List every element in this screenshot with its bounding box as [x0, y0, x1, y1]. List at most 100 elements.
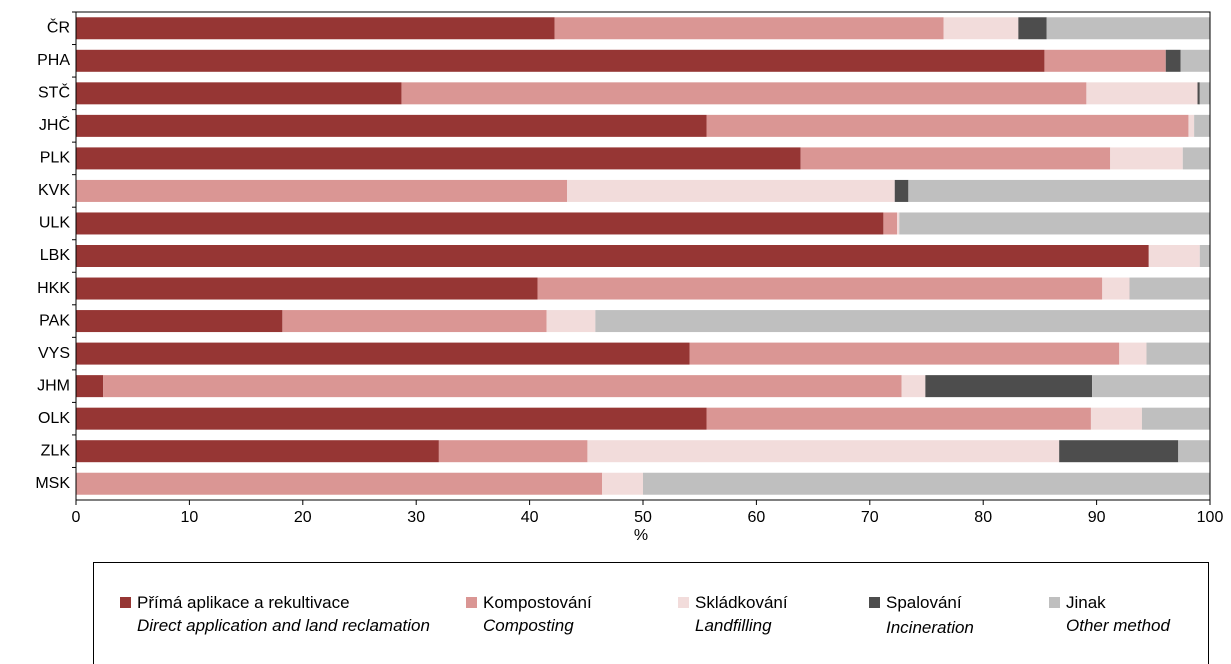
- bar-segment: [1148, 245, 1200, 267]
- legend-swatch: [678, 597, 689, 608]
- y-tick-label: ULK: [39, 215, 70, 232]
- bar-segment: [282, 310, 547, 333]
- x-tick-label: 20: [294, 509, 312, 526]
- y-tick-label: LBK: [40, 247, 71, 264]
- bar-segment: [925, 375, 1093, 398]
- legend-item: Skládkování Landfilling: [678, 591, 875, 637]
- bar-segment: [1197, 82, 1200, 105]
- y-tick-label: PLK: [40, 150, 71, 167]
- bar-segment: [76, 277, 538, 300]
- bar-segment: [689, 342, 1120, 365]
- y-tick-label: ČR: [47, 17, 70, 36]
- bar-segment: [1182, 147, 1210, 170]
- legend-item: Kompostování Composting: [466, 591, 673, 637]
- x-tick-label: 80: [974, 509, 992, 526]
- bar-segment: [76, 342, 690, 365]
- bar-segment: [706, 114, 1189, 137]
- bar-segment: [103, 375, 902, 398]
- bar-segment: [706, 407, 1091, 430]
- bar-segment: [1090, 407, 1142, 430]
- bar-segment: [537, 277, 1103, 300]
- legend-item: Přímá aplikace a rekultivace Direct appli…: [120, 591, 437, 637]
- bar-segment: [1188, 114, 1195, 137]
- bar-segment: [76, 49, 1045, 72]
- bar-segment: [1086, 82, 1198, 105]
- legend-swatch: [120, 597, 131, 608]
- bar-segment: [1180, 49, 1210, 72]
- bar-segment: [1146, 342, 1210, 365]
- bar-segment: [587, 440, 1060, 463]
- legend: Přímá aplikace a rekultivace Direct appli…: [93, 562, 1209, 664]
- x-tick-label: 70: [861, 509, 879, 526]
- bar-segment: [883, 212, 898, 235]
- bar-segment: [76, 375, 104, 398]
- bar-segment: [908, 179, 1210, 202]
- legend-item: Spalování Incineration: [869, 591, 1056, 639]
- legend-swatch: [1049, 597, 1060, 608]
- bar-segment: [894, 179, 909, 202]
- bar-segment: [1165, 49, 1181, 72]
- bar-segment: [943, 17, 1019, 40]
- bar-segment: [1092, 375, 1210, 398]
- bar-segment: [595, 310, 1210, 333]
- bar-segment: [76, 179, 568, 202]
- bar-segment: [1141, 407, 1210, 430]
- legend-label-en: Direct application and land reclamation: [137, 616, 430, 635]
- x-tick-label: 30: [407, 509, 425, 526]
- bar-segment: [602, 472, 643, 495]
- y-tick-label: OLK: [38, 410, 70, 427]
- y-tick-label: KVK: [38, 182, 70, 199]
- bar-segment: [76, 82, 402, 105]
- y-tick-label: JHM: [37, 377, 70, 394]
- bar-segment: [1129, 277, 1210, 300]
- bar-segment: [567, 179, 895, 202]
- legend-label: Spalování: [886, 593, 962, 612]
- x-tick-label: 90: [1088, 509, 1106, 526]
- bar-segment: [76, 212, 884, 235]
- bar-segment: [76, 114, 707, 137]
- chart: ČR PHA STČ JHČ PLK KVK ULK LBK HKK PAK VYS JHM OLK ZL…: [35, 11, 1224, 544]
- bar-segment: [1059, 440, 1179, 463]
- legend-label: Skládkování: [695, 593, 788, 612]
- bar-segment: [401, 82, 1087, 105]
- bar-segment: [76, 17, 555, 40]
- bar-segment: [643, 472, 1210, 495]
- bar-segment: [76, 472, 603, 495]
- y-tick-label: MSK: [35, 475, 70, 492]
- y-tick-label: PAK: [39, 312, 70, 329]
- bar-segment: [1119, 342, 1147, 365]
- legend-label: Přímá aplikace a rekultivace: [137, 593, 350, 612]
- legend-label-en: Other method: [1066, 616, 1170, 635]
- y-tick-label: STČ: [38, 83, 70, 102]
- bar-segment: [554, 17, 944, 40]
- bar-segment: [1178, 440, 1210, 463]
- bar-segment: [901, 375, 926, 398]
- legend-swatch: [869, 597, 880, 608]
- x-tick-label: 50: [634, 509, 652, 526]
- bar-segment: [76, 440, 439, 463]
- x-axis-label: %: [634, 527, 648, 544]
- x-tick-label: 60: [748, 509, 766, 526]
- bar-segment: [1046, 17, 1210, 40]
- bar-segment: [1044, 49, 1166, 72]
- bar-segment: [546, 310, 596, 333]
- bar-segment: [76, 245, 1149, 267]
- legend-label-en: Incineration: [886, 618, 974, 637]
- x-tick-label: 40: [521, 509, 539, 526]
- x-tick-label: 100: [1197, 509, 1224, 526]
- bar-segment: [1194, 114, 1210, 137]
- bar-segment: [76, 147, 801, 170]
- bar-segment: [1110, 147, 1183, 170]
- legend-label-en: Composting: [483, 616, 574, 635]
- x-tick-label: 10: [181, 509, 199, 526]
- bar-segment: [899, 212, 1210, 235]
- bar-segment: [897, 212, 900, 235]
- bar-segment: [1199, 245, 1210, 267]
- y-tick-label: PHA: [37, 52, 70, 69]
- bar-segment: [1102, 277, 1130, 300]
- bar-segment: [76, 310, 283, 333]
- legend-label-en: Landfilling: [695, 616, 772, 635]
- bar-segment: [76, 407, 707, 430]
- legend-label: Jinak: [1066, 593, 1106, 612]
